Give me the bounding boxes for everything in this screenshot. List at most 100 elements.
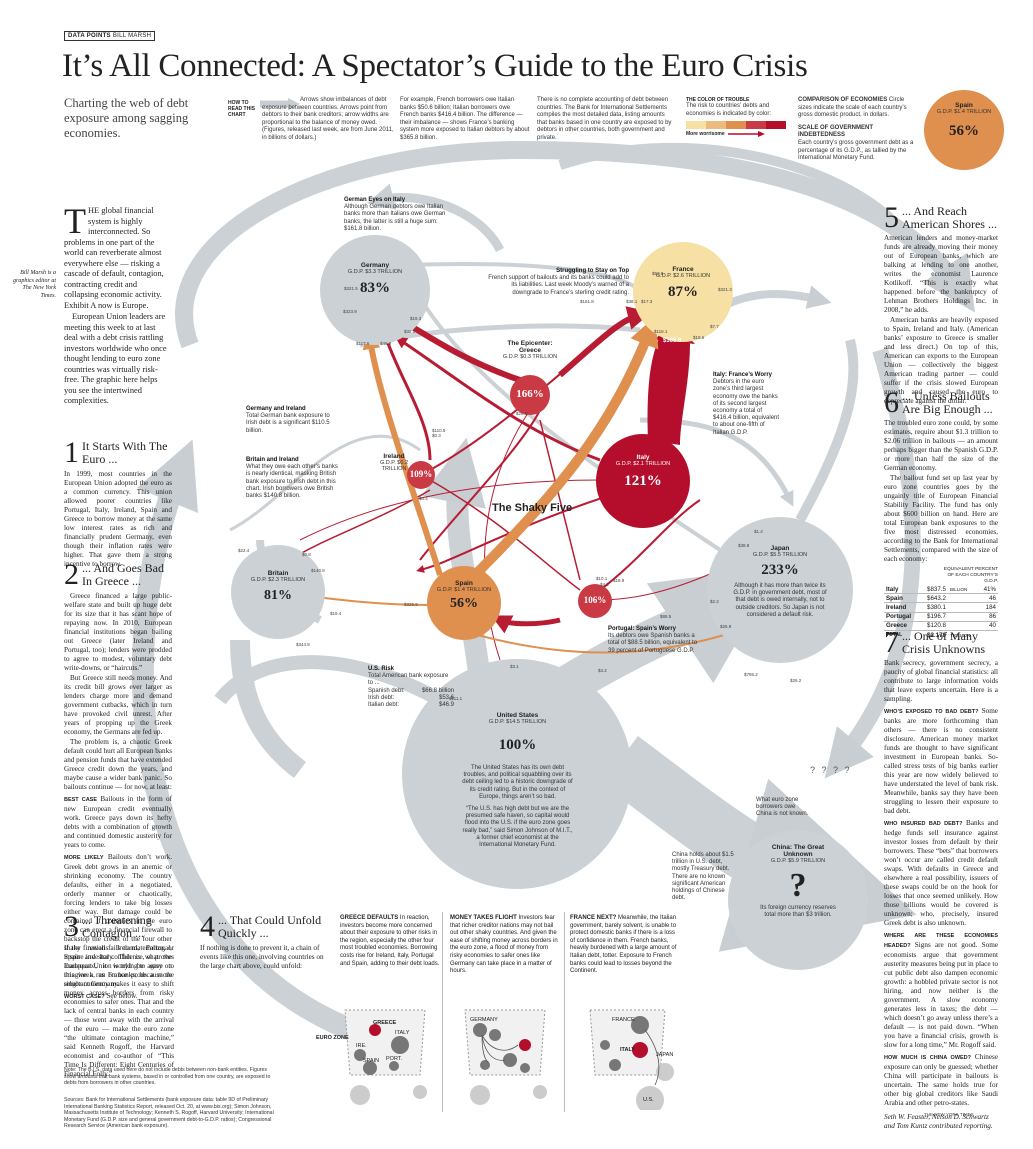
section-1: 1 It Starts With The Euro ... In 1999, mo…: [64, 438, 172, 569]
arrow-gray: [558, 142, 915, 243]
portugal-note: Portugal: Spain’s Worry Its debtors owe S…: [608, 626, 703, 655]
scenario-flight-head: MONEY TAKES FLIGHT: [450, 915, 517, 921]
label-greece-mini: GREECE: [373, 1020, 397, 1026]
arrow-gray: [421, 437, 491, 682]
us-risk-value: $46.9: [438, 702, 454, 709]
section-2-p1: Greece financed a large public-welfare s…: [64, 592, 172, 672]
dot-red: [519, 1039, 531, 1051]
big-arrow-value: $365.8: [663, 338, 682, 344]
germany-name: Germany: [360, 262, 390, 269]
section-3-num: 3: [64, 910, 79, 943]
credits: Seth W. Feaster, Nelson D. Schwartz and …: [884, 1113, 993, 1130]
japan-gdp: G.D.P. $5.5 TRILLION: [752, 552, 808, 558]
scenario-france: FRANCE NEXT? Meanwhile, the Italian gove…: [570, 915, 680, 976]
worst-label: WORST CASE?: [64, 994, 105, 1000]
flow-value-label: $26.2: [790, 678, 802, 683]
spain-name: Spain: [455, 580, 473, 587]
dot-greece: [369, 1024, 381, 1036]
node-greece: [510, 375, 550, 415]
flow-value-label: $321.3: [718, 287, 732, 292]
node-us: [402, 659, 632, 889]
euro-zone-outline: [344, 1009, 426, 1076]
section-1-body: In 1999, most countries in the European …: [64, 470, 172, 568]
flow-value-label: $41.8: [635, 479, 647, 484]
italy-worry-head: Italy: France’s Worry: [713, 372, 773, 378]
flow-value-label: $18.6: [693, 335, 705, 340]
britain-pct: 81%: [264, 588, 292, 603]
section-5-p2: American banks are heavily exposed to Sp…: [884, 316, 998, 405]
arrow-red-ireland-germany: [381, 329, 432, 461]
arrow-red-italy-france-big: [647, 330, 690, 445]
node-italy: [596, 434, 690, 528]
a1: Some banks are more forthcoming than oth…: [884, 707, 998, 815]
scenario-panels: [344, 1009, 674, 1110]
german-eyes-note: German Eyes on Italy Although German debt…: [344, 197, 446, 233]
gi-head: Germany and Ireland: [246, 406, 306, 412]
flow-value-label: $22.4: [238, 548, 250, 553]
portugal-text: Its debtors owe Spanish banks a total of…: [608, 633, 698, 654]
compare-head: COMPARISON OF ECONOMIES: [798, 97, 888, 103]
us-risk-rows: Spanish debt: $66.8 billion Irish debt: $53…: [368, 688, 454, 710]
node-spain: [427, 566, 501, 640]
table-cell: TOTAL: [886, 632, 903, 639]
italy-pct: 121%: [624, 473, 662, 489]
label-spain-mini: SPAIN: [363, 1058, 380, 1064]
dot-gray: [533, 1085, 547, 1099]
flow-value-label: $32.5: [404, 329, 416, 334]
ireland-name: Ireland: [383, 453, 405, 460]
arrow-red: [539, 419, 581, 581]
label-italy2-mini: ITALY: [620, 1047, 635, 1053]
node-britain: [231, 545, 325, 639]
section-6: 6... Unless Bailouts Are Big Enough ... …: [884, 388, 998, 639]
struggling-text: French support of bailouts and its banks…: [488, 275, 629, 296]
flow-value-label: $111.1: [449, 696, 463, 701]
section-4-num: 4: [200, 910, 215, 943]
section-4: 4... That Could Unfold Quickly ... If no…: [200, 910, 330, 971]
howto-text-2: For example, French borrowers owe Italia…: [400, 97, 530, 141]
flow-value-label: $19.3: [410, 316, 422, 321]
flow-value-label: $0.3: [432, 433, 441, 438]
scenario-greece-text: In reaction, investors become more conce…: [340, 915, 440, 967]
compare-text: Circle sizes indicate the scale of each …: [798, 97, 907, 119]
arrow-gray: [131, 439, 384, 1051]
color-swatch: [746, 121, 766, 130]
arrow-red: [599, 499, 701, 591]
gi-text: Total German bank exposure to Irish debt…: [246, 413, 330, 434]
section-2-num: 2: [64, 558, 79, 591]
label-germany: Germany G.D.P. $3.3 TRILLION 83%: [330, 262, 420, 297]
node-portugal: [578, 584, 612, 618]
node-japan: [707, 517, 853, 663]
japan-name: Japan: [770, 545, 790, 552]
flow-value-label: $140.8: [311, 568, 325, 573]
arrow-red: [484, 409, 531, 661]
us-pct: 100%: [498, 737, 537, 753]
section-1-head: It Starts With The Euro ...: [82, 439, 168, 466]
flow-value-label: $4.4: [419, 496, 428, 501]
flow-value-label: $795.2: [744, 672, 758, 677]
label-japan: Japan G.D.P. $5.5 TRILLION 233% Although…: [730, 545, 830, 619]
flow-labels: $53.8 $17.3 $118.1 $18.6 $321.3 $7.7 $161.8 $38…: [238, 271, 802, 701]
arrow-red-italy-germany: [395, 336, 601, 462]
table-cell: TRILLION: [949, 632, 971, 638]
flow-value-label: $344.8: [296, 642, 310, 647]
sources: Sources: Bank for International Settleme…: [64, 1097, 274, 1129]
nyt-credit: THE NEW YORK TIMES: [924, 1112, 974, 1117]
china-gdp: G.D.P. $5.9 TRILLION: [770, 858, 826, 864]
label-italy-mini: ITALY: [395, 1030, 410, 1036]
us-risk-row: Spanish debt: $66.8 billion: [368, 688, 454, 695]
section-6-p1: The troubled euro zone could, by some es…: [884, 419, 998, 472]
flow-value-label: $325.9: [404, 602, 418, 607]
britain-gdp: G.D.P. $2.3 TRILLION: [250, 577, 306, 583]
section-6-head: ... Unless Bailouts Are Big Enough ...: [902, 389, 993, 416]
dot-gray: [609, 1059, 621, 1071]
intro-p2: European Union leaders are meeting this …: [64, 312, 167, 405]
label-germany-mini: GERMANY: [470, 1017, 498, 1023]
dot-gray: [503, 1053, 517, 1067]
dot-gray: [350, 1085, 370, 1105]
dot-portugal: [389, 1061, 399, 1071]
china-name: China: The Great Unknown: [771, 844, 825, 858]
arrow-orange-spain-france: [466, 316, 659, 584]
label-ire-mini: IRE.: [356, 1043, 367, 1049]
q1: WHO’S EXPOSED TO BAD DEBT?: [884, 709, 979, 715]
arrow-gray: [366, 183, 505, 253]
